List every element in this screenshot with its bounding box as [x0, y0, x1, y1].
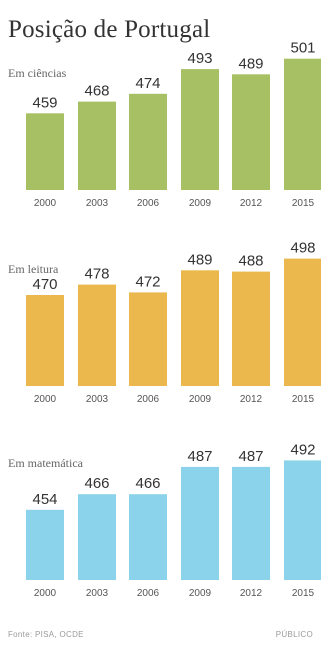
value-label-2000: 454	[32, 491, 57, 508]
bar-2009	[181, 69, 219, 190]
bar-2015	[284, 258, 321, 386]
bar-2000	[26, 509, 64, 580]
value-label-2009: 487	[187, 448, 212, 465]
x-tick-2012: 2012	[240, 394, 263, 405]
chart-matematica: 454 2000 466 2003 466 2006 487 2009 487 2012 492 20…	[26, 441, 321, 599]
value-label-2009: 489	[187, 251, 212, 268]
value-label-2015: 498	[290, 240, 315, 257]
value-label-2012: 489	[238, 55, 263, 72]
value-label-2003: 468	[84, 83, 109, 100]
value-label-2006: 472	[135, 273, 160, 290]
value-label-2012: 487	[238, 448, 263, 465]
bar-2003	[78, 101, 116, 190]
value-label-2000: 459	[32, 94, 57, 111]
value-label-2000: 470	[32, 276, 57, 293]
x-tick-2006: 2006	[137, 588, 160, 599]
value-label-2006: 474	[135, 75, 160, 92]
x-tick-2003: 2003	[86, 588, 109, 599]
x-tick-2003: 2003	[86, 394, 109, 405]
x-tick-2006: 2006	[137, 394, 160, 405]
value-label-2003: 478	[84, 266, 109, 283]
bar-2006	[129, 93, 167, 190]
bar-2009	[181, 270, 219, 386]
bar-2003	[78, 284, 116, 386]
bar-2006	[129, 292, 167, 386]
x-tick-2015: 2015	[292, 394, 315, 405]
panel-title-leitura: Em leitura	[8, 262, 59, 276]
x-tick-2012: 2012	[240, 588, 263, 599]
bar-2015	[284, 58, 321, 191]
x-tick-2000: 2000	[34, 198, 57, 209]
bar-2015	[284, 460, 321, 580]
bar-2012	[232, 271, 270, 386]
x-tick-2009: 2009	[189, 588, 212, 599]
value-label-2003: 466	[84, 475, 109, 492]
value-label-2015: 492	[290, 441, 315, 458]
value-label-2012: 488	[238, 253, 263, 270]
value-label-2009: 493	[187, 50, 212, 67]
x-tick-2003: 2003	[86, 198, 109, 209]
bar-2000	[26, 113, 64, 190]
bar-2009	[181, 466, 219, 580]
publisher-credit: PÚBLICO	[275, 630, 313, 639]
bar-2000	[26, 295, 64, 386]
page-title: Posição de Portugal	[8, 16, 211, 43]
value-label-2015: 501	[290, 40, 315, 57]
x-tick-2006: 2006	[137, 198, 160, 209]
bar-2012	[232, 74, 270, 190]
chart-leitura: 470 2000 478 2003 472 2006 489 2009 488 2012 498 20…	[26, 240, 321, 405]
bar-2003	[78, 494, 116, 580]
x-tick-2015: 2015	[292, 198, 315, 209]
bar-2012	[232, 466, 270, 580]
source-note: Fonte: PISA, OCDE	[8, 630, 84, 639]
panel-title-ciencias: Em ciências	[8, 66, 67, 80]
chart-ciencias: 459 2000 468 2003 474 2006 493 2009 489 2012 501 20…	[26, 40, 321, 209]
x-tick-2009: 2009	[189, 198, 212, 209]
panel-title-matematica: Em matemática	[8, 456, 83, 470]
x-tick-2009: 2009	[189, 394, 212, 405]
bar-2006	[129, 494, 167, 580]
x-tick-2000: 2000	[34, 588, 57, 599]
x-tick-2015: 2015	[292, 588, 315, 599]
value-label-2006: 466	[135, 475, 160, 492]
x-tick-2000: 2000	[34, 394, 57, 405]
x-tick-2012: 2012	[240, 198, 263, 209]
